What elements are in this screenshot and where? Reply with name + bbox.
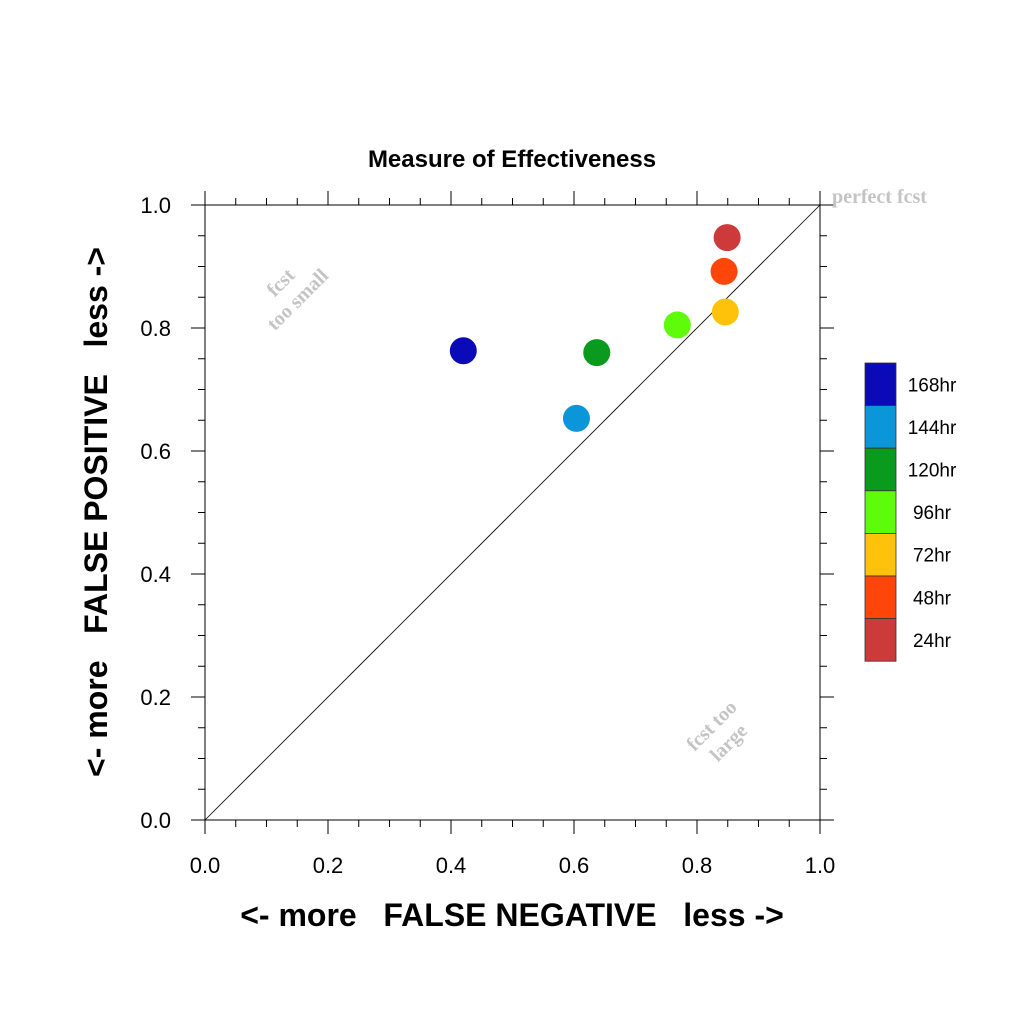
y-tick-label: 1.0 — [140, 193, 171, 218]
legend-label-96hr: 96hr — [913, 503, 952, 524]
x-tick-labels: 0.0 0.2 0.4 0.6 0.8 1.0 — [190, 853, 836, 878]
axis-ticks — [191, 191, 834, 834]
point-96hr — [663, 311, 691, 339]
y-tick-label: 0.0 — [140, 808, 171, 833]
chart-title: Measure of Effectiveness — [368, 146, 656, 173]
legend-swatch-24hr — [864, 618, 897, 662]
legend: 168hr 144hr 120hr 96hr 72hr 48hr 24hr — [864, 362, 957, 662]
x-axis-label: <- more FALSE NEGATIVE less -> — [240, 897, 784, 933]
legend-label-48hr: 48hr — [913, 588, 952, 609]
legend-label-24hr: 24hr — [913, 631, 952, 652]
y-axis-label: <- more FALSE POSITIVE less -> — [78, 247, 114, 777]
x-tick-label: 0.8 — [682, 853, 713, 878]
legend-swatch-96hr — [864, 490, 897, 534]
y-tick-label: 0.2 — [140, 685, 171, 710]
x-tick-label: 0.4 — [436, 853, 467, 878]
point-168hr — [449, 337, 477, 365]
too-small-note: fcst too small — [263, 264, 334, 335]
legend-swatch-72hr — [864, 533, 897, 577]
y-tick-label: 0.8 — [140, 316, 171, 341]
legend-label-120hr: 120hr — [908, 461, 957, 482]
x-tick-label: 1.0 — [805, 853, 836, 878]
legend-label-72hr: 72hr — [913, 546, 952, 567]
x-tick-label: 0.2 — [313, 853, 344, 878]
x-tick-label: 0.6 — [559, 853, 590, 878]
x-tick-label: 0.0 — [190, 853, 221, 878]
point-120hr — [583, 339, 611, 367]
y-tick-labels: 0.0 0.2 0.4 0.6 0.8 1.0 — [140, 193, 171, 833]
legend-swatch-144hr — [864, 405, 897, 449]
legend-swatch-168hr — [864, 362, 897, 406]
legend-label-144hr: 144hr — [908, 418, 957, 439]
point-48hr — [710, 257, 738, 285]
point-144hr — [562, 404, 590, 432]
point-24hr — [713, 224, 741, 252]
data-points — [449, 224, 741, 432]
legend-swatch-120hr — [864, 447, 897, 492]
y-tick-label: 0.4 — [140, 562, 171, 587]
point-72hr — [711, 298, 739, 326]
legend-label-168hr: 168hr — [908, 375, 957, 396]
legend-swatch-48hr — [864, 575, 897, 619]
too-large-note: fcst too large — [682, 696, 752, 766]
perfect-fcst-note: perfect fcst — [832, 186, 927, 208]
y-tick-label: 0.6 — [140, 439, 171, 464]
